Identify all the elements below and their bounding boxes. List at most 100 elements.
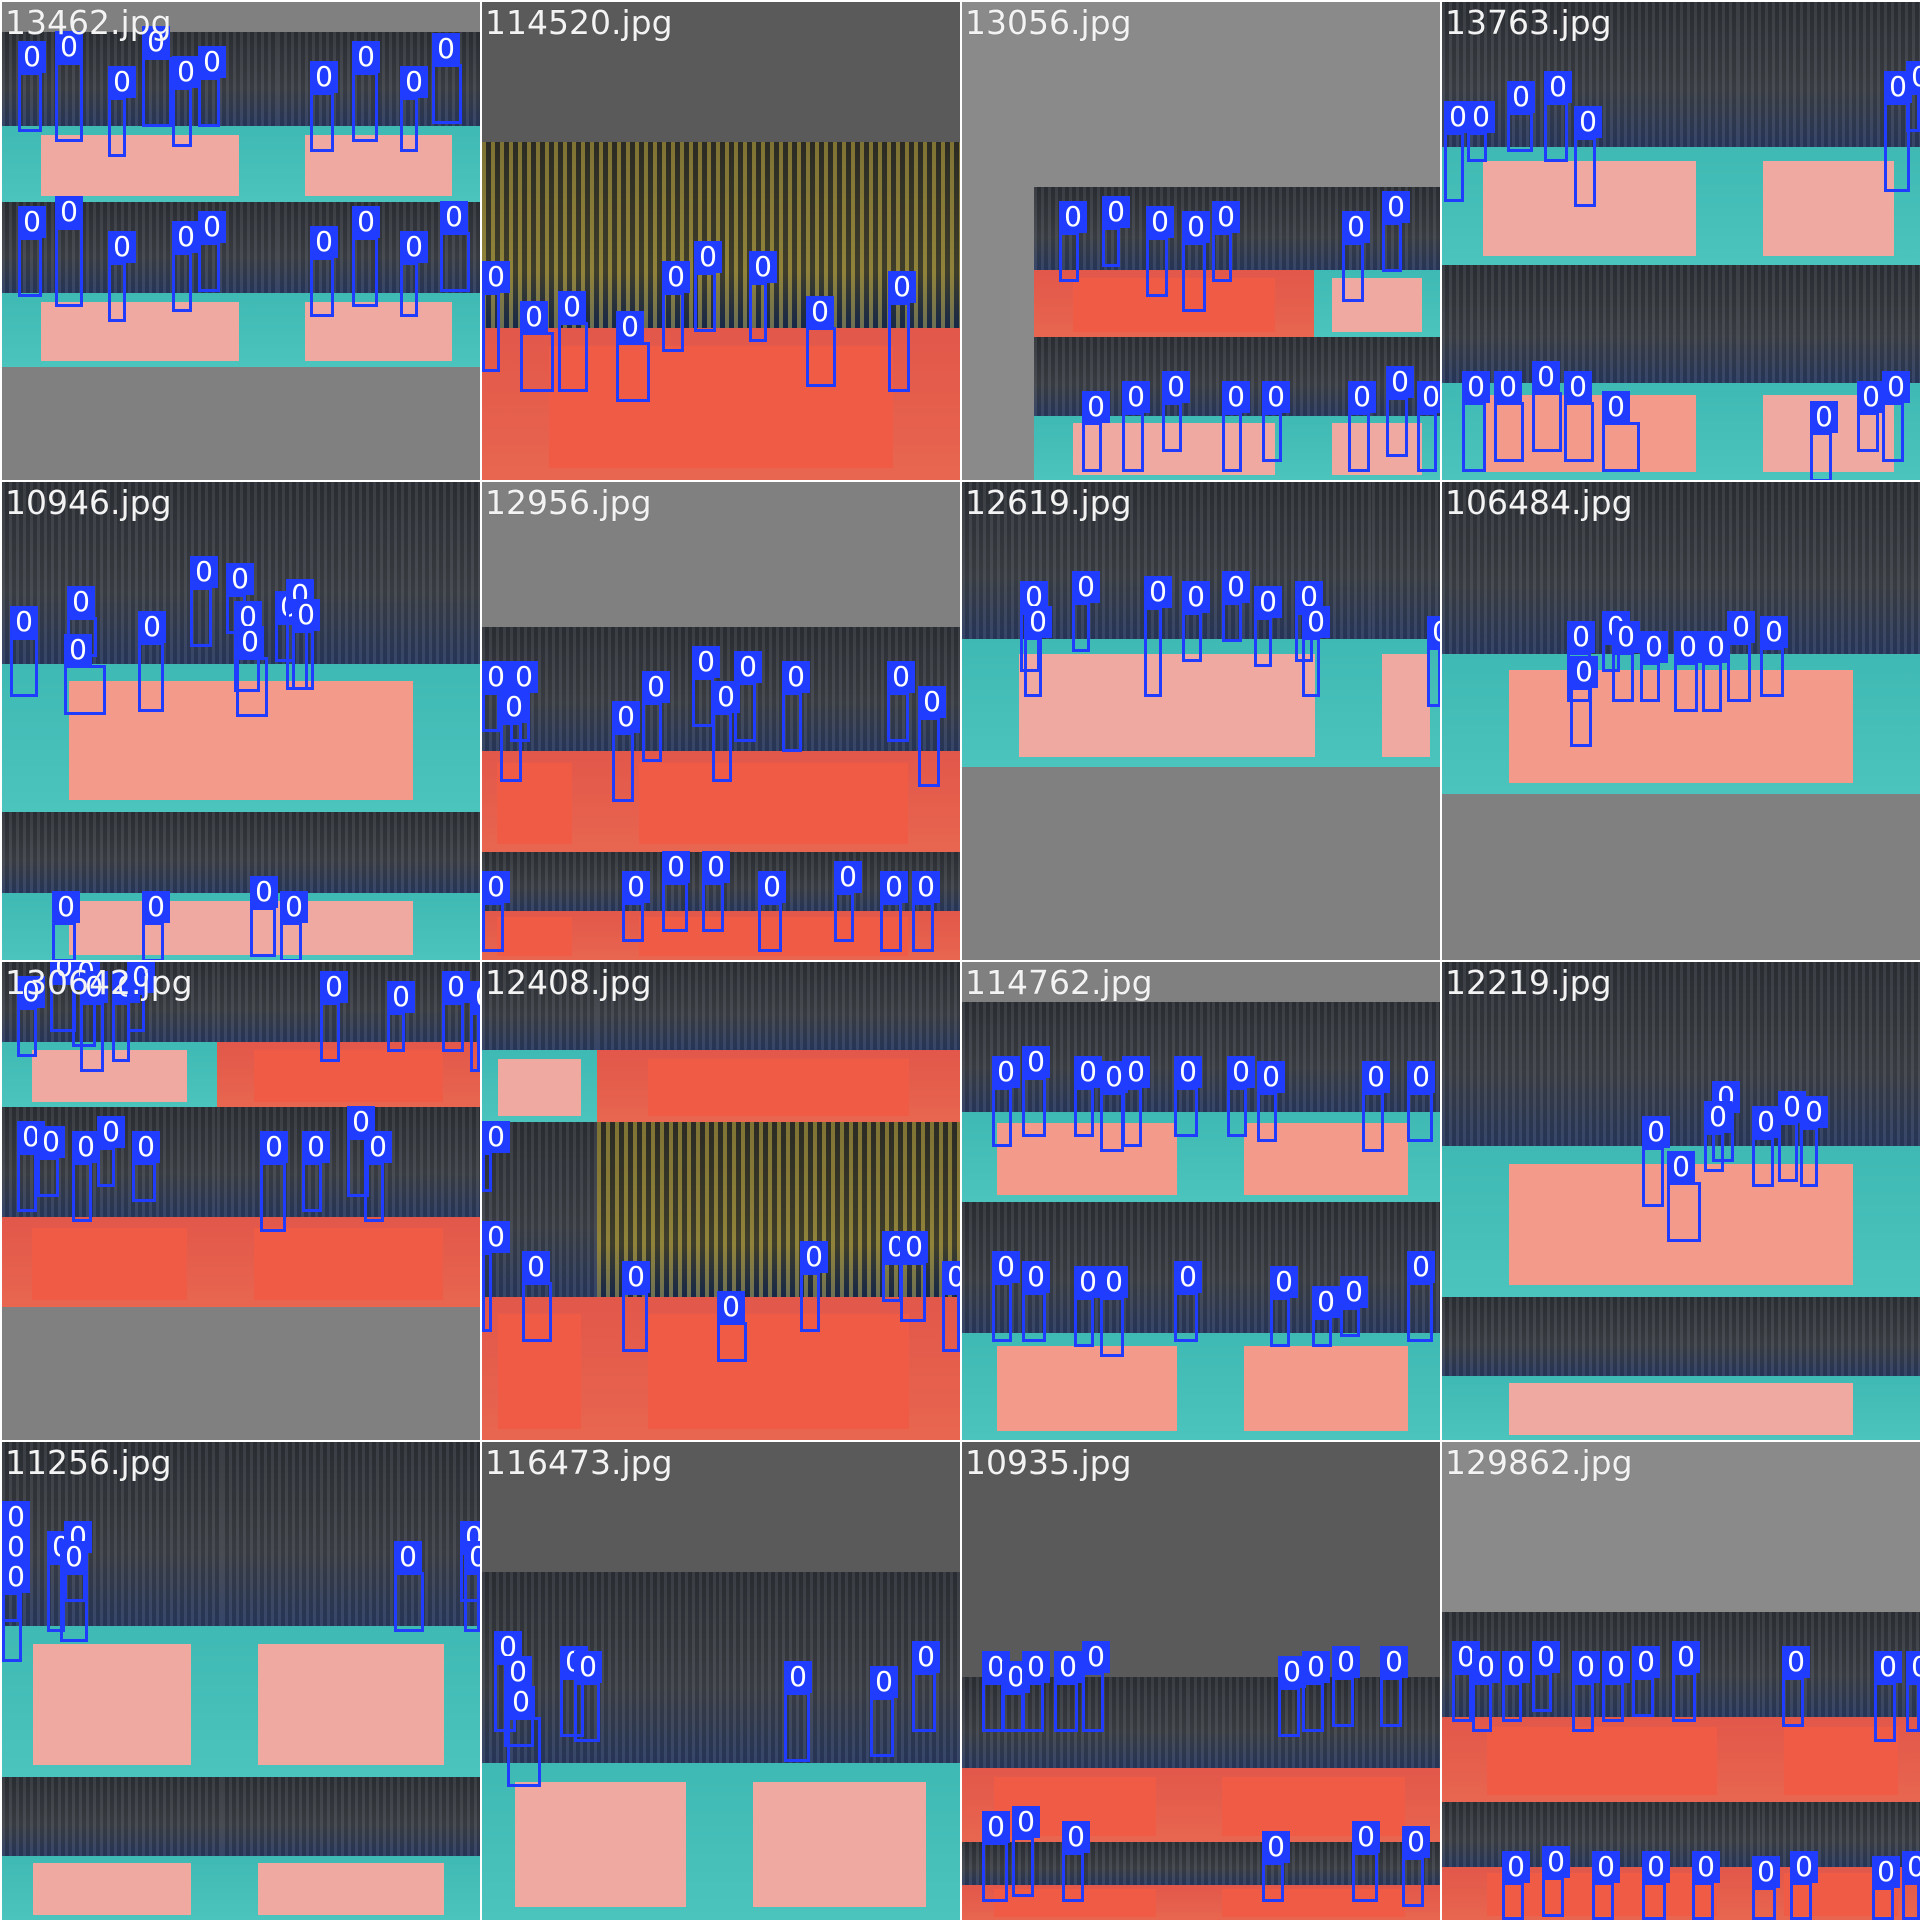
- detection-box: 0: [1574, 106, 1602, 207]
- detection-box: 0: [1212, 201, 1240, 282]
- class-label: 0: [352, 41, 380, 73]
- class-label: 0: [108, 231, 136, 263]
- class-label: 0: [1857, 381, 1885, 413]
- mosaic-tile: 00000000116473.jpg: [482, 1442, 960, 1920]
- class-label: 0: [1382, 191, 1410, 223]
- detection-box: 0: [717, 1291, 747, 1362]
- class-label: 0: [236, 626, 264, 658]
- detection-box: 0: [1532, 1641, 1560, 1712]
- class-label: 0: [302, 1131, 330, 1163]
- mosaic-tile: 0 0 0 0 0 0 0 12219.jpg: [1442, 962, 1920, 1440]
- detection-box: 0: [622, 1261, 650, 1352]
- court-playing-area: [305, 301, 452, 362]
- detection-box: 0: [1074, 1266, 1102, 1347]
- class-label: 0: [942, 1261, 960, 1293]
- mosaic-tile: 0 0 0 0 0 0 0 0 0 0 0 0 0 0 0 0 0 0 0 12956.jpg: [482, 482, 960, 960]
- image-filename-label: 116473.jpg: [485, 1443, 673, 1482]
- arena-stands: [597, 962, 960, 1050]
- class-label: 0: [1790, 1851, 1818, 1883]
- volleyball-court: [277, 292, 480, 367]
- detection-box: 0: [1382, 191, 1410, 272]
- volleyball-court: [482, 1050, 597, 1122]
- detection-box: 0: [662, 851, 690, 932]
- volleyball-court: [482, 1763, 719, 1920]
- class-label: 0: [50, 962, 78, 983]
- volleyball-court: [1737, 146, 1920, 265]
- class-label: 0: [352, 206, 380, 238]
- class-label: 0: [1782, 1646, 1810, 1678]
- court-playing-area: [496, 917, 573, 957]
- class-label: 0: [734, 651, 762, 683]
- image-filename-label: 114520.jpg: [485, 3, 673, 42]
- detection-box: 0: [1074, 1056, 1102, 1137]
- video-frame-panel: [1187, 1842, 1440, 1920]
- volleyball-court: [1442, 1375, 1920, 1440]
- detection-box: 0: [1674, 631, 1702, 712]
- class-label: 0: [470, 981, 480, 1013]
- class-label: 0: [1262, 1831, 1290, 1863]
- class-label: 0: [912, 1641, 940, 1673]
- detection-box: 0: [1062, 1821, 1090, 1902]
- video-frame-panel: [1212, 1002, 1440, 1202]
- arena-stands: [2, 1442, 222, 1627]
- detection-box: 0: [1348, 381, 1376, 472]
- class-label: 0: [784, 1661, 812, 1693]
- image-filename-label: 12408.jpg: [485, 963, 652, 1002]
- volleyball-court: [2, 1626, 222, 1777]
- class-label: 0: [1542, 1846, 1570, 1878]
- class-label: 0: [80, 971, 108, 1003]
- detection-box: 0: [440, 201, 470, 292]
- class-label: 0: [1362, 1061, 1390, 1093]
- class-label: 0: [1467, 101, 1495, 133]
- detection-box: 0: [2, 1561, 30, 1662]
- court-playing-area: [1243, 1345, 1409, 1432]
- class-label: 0: [1024, 606, 1052, 638]
- arena-stands: [1372, 482, 1440, 639]
- volleyball-court: [482, 1296, 597, 1440]
- detection-box: 0: [992, 1056, 1020, 1147]
- class-label: 0: [1222, 381, 1250, 413]
- detection-box: 0: [347, 1106, 375, 1197]
- detection-box: 0: [352, 41, 380, 142]
- court-playing-area: [515, 1782, 686, 1908]
- detection-box: 0: [1462, 371, 1490, 472]
- class-label: 0: [1100, 1266, 1128, 1298]
- court-playing-area: [68, 901, 414, 955]
- detection-box: 0: [662, 261, 690, 352]
- court-playing-area: [997, 1345, 1177, 1432]
- court-playing-area: [1331, 423, 1423, 475]
- class-label: 0: [1760, 616, 1788, 648]
- detection-box: 0: [1302, 1651, 1330, 1732]
- arena-stands: [2, 32, 277, 126]
- detection-box: 0: [1082, 1641, 1110, 1732]
- detection-box: 0: [918, 686, 946, 787]
- video-frame-panel: [1314, 187, 1440, 337]
- volleyball-court: [597, 1296, 960, 1440]
- detection-box: 0: [127, 962, 155, 1032]
- detection-box: 0: [1542, 1846, 1570, 1917]
- class-label: 0: [1602, 1651, 1630, 1683]
- detection-box: 0: [749, 251, 777, 342]
- class-label: 0: [55, 196, 83, 228]
- detection-box: 0: [612, 701, 640, 802]
- court-playing-area: [993, 1889, 1156, 1918]
- volleyball-court: [2, 1041, 217, 1107]
- class-label: 0: [320, 971, 348, 1003]
- detection-box: 0: [1602, 391, 1640, 472]
- class-label: 0: [1122, 1056, 1150, 1088]
- class-label: 0: [2, 1531, 30, 1563]
- video-frame-panel: [962, 1842, 1187, 1920]
- class-label: 0: [60, 1541, 88, 1573]
- video-frame-panel: [1442, 962, 1920, 1297]
- detection-box: 0: [1222, 571, 1250, 642]
- court-playing-area: [305, 134, 452, 196]
- video-frame-panel: [1442, 1297, 1920, 1440]
- court-playing-area: [253, 1227, 444, 1300]
- volleyball-court: [2, 893, 480, 960]
- class-label: 0: [1672, 1641, 1700, 1673]
- volleyball-court: [962, 1332, 1212, 1440]
- detection-box: 0: [1882, 371, 1910, 462]
- detection-box: 0: [1667, 1151, 1701, 1242]
- class-label: 0: [1507, 81, 1535, 113]
- detection-box: 0: [912, 1641, 940, 1732]
